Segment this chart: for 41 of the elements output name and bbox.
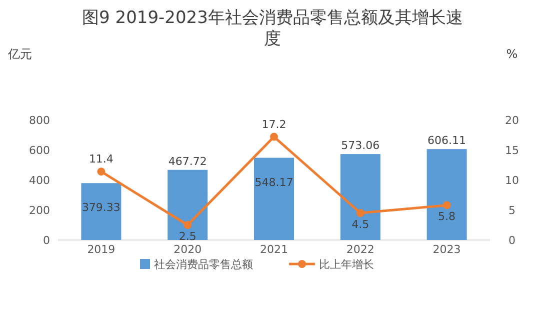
point <box>184 221 192 229</box>
bar <box>426 149 467 240</box>
y-tick-label: 0 <box>43 234 50 247</box>
chart-title: 图9 2019-2023年社会消费品零售总额及其增长速度 <box>81 8 464 50</box>
y-tick-label: 200 <box>29 204 50 217</box>
point <box>270 132 278 141</box>
y-axis-title: 亿元 <box>7 47 32 61</box>
data-label: 4.5 <box>352 218 370 231</box>
point <box>356 209 364 217</box>
bar <box>340 154 380 240</box>
data-label: 573.06 <box>341 139 380 152</box>
legend-item: 社会消费品零售总额 <box>140 258 253 271</box>
point <box>97 168 106 176</box>
data-label: 548.17 <box>254 176 294 189</box>
x-tick-label: 2022 <box>346 243 374 256</box>
bar <box>168 170 208 240</box>
y-tick-label: 800 <box>29 114 50 127</box>
y-tick-label: 600 <box>29 144 50 157</box>
point <box>442 201 451 210</box>
y2-tick-label: 20 <box>505 114 519 127</box>
x-tick-label: 2023 <box>432 243 461 256</box>
y2-axis-title: % <box>506 47 518 61</box>
data-label: 17.2 <box>262 118 286 131</box>
x-tick-label: 2020 <box>174 243 202 256</box>
x-tick-label: 2021 <box>260 243 288 256</box>
y2-tick-label: 10 <box>505 174 519 187</box>
data-label: 379.33 <box>82 201 120 214</box>
y2-tick-label: 5 <box>508 204 516 217</box>
data-label: 467.72 <box>168 154 207 168</box>
y2-tick-label: 15 <box>505 144 519 157</box>
data-label: 2.5 <box>178 230 196 243</box>
y2-tick-label: 0 <box>508 234 516 247</box>
data-label: 11.4 <box>88 152 114 166</box>
x-tick-label: 2019 <box>87 243 116 256</box>
bar <box>254 158 294 240</box>
data-label: 5.8 <box>438 210 456 224</box>
data-label: 606.11 <box>428 134 466 148</box>
legend-label: 比上年增长 <box>319 258 374 271</box>
bar <box>81 183 122 240</box>
legend-item: 比上年增长 <box>289 258 374 271</box>
y-tick-label: 400 <box>29 174 50 187</box>
